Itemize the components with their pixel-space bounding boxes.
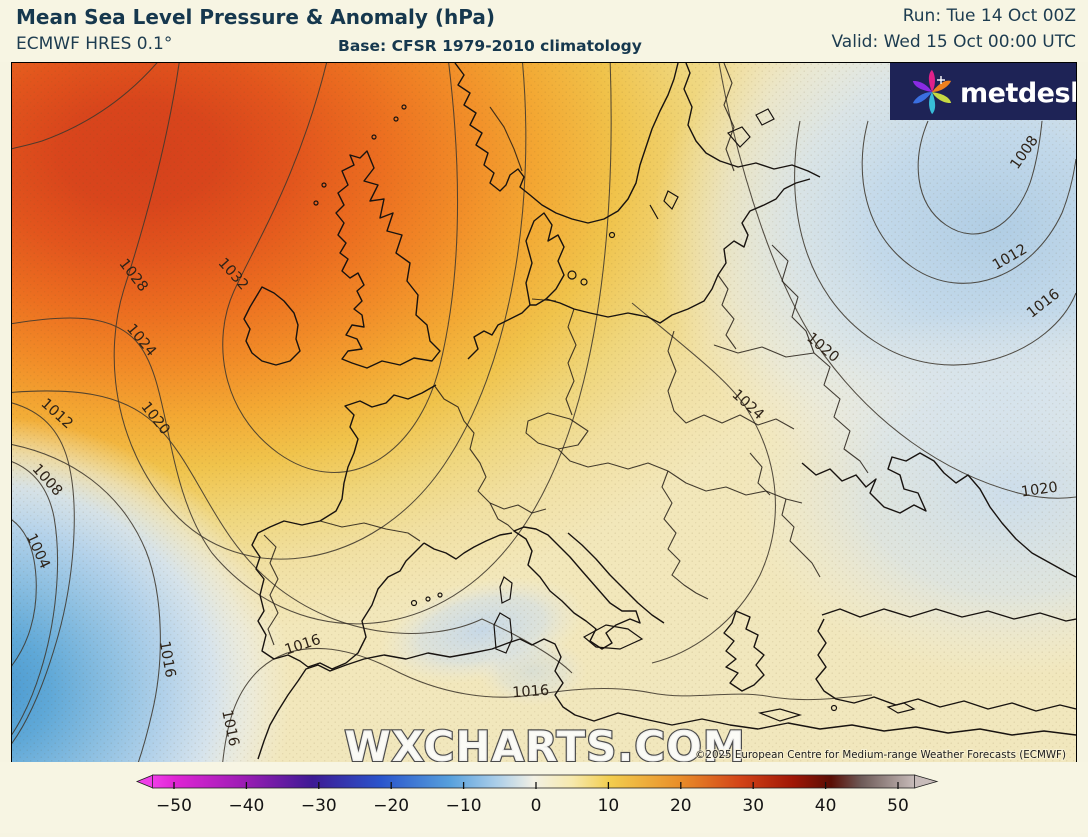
colorbar-left-arrow	[135, 774, 154, 789]
colorbar-tick-labels: −50 −40 −30 −20 −10 0 10 20 30 40 50	[156, 796, 909, 816]
run-time-label: Run: Tue 14 Oct 00Z	[902, 6, 1076, 26]
colorbar-svg: −50 −40 −30 −20 −10 0 10 20 30 40 50	[135, 774, 939, 816]
tick-label: 50	[887, 796, 909, 816]
tick-label: −10	[446, 796, 482, 816]
tick-label: 10	[598, 796, 620, 816]
tick-label: −40	[228, 796, 264, 816]
tick-label: 40	[815, 796, 837, 816]
sparkle-icon	[937, 76, 945, 84]
colorbar-right-arrow	[914, 774, 939, 789]
country-borders	[263, 62, 869, 646]
metdesk-pinwheel-icon	[912, 69, 952, 115]
coastlines	[243, 62, 1077, 760]
model-label: ECMWF HRES 0.1°	[16, 34, 173, 54]
tick-label: 0	[531, 796, 542, 816]
tick-label: −50	[156, 796, 192, 816]
colorbar-legend: −50 −40 −30 −20 −10 0 10 20 30 40 50	[0, 762, 1088, 833]
islands	[313, 104, 916, 722]
wxcharts-watermark: WXCHARTS.COM	[344, 722, 745, 763]
colorbar-gradient	[152, 774, 916, 789]
tick-label: −30	[301, 796, 337, 816]
isobar-contours	[3, 56, 1077, 770]
climatology-label: Base: CFSR 1979-2010 climatology	[338, 37, 642, 55]
page-title: Mean Sea Level Pressure & Anomaly (hPa)	[16, 5, 496, 29]
tick-label: 30	[742, 796, 764, 816]
metdesk-logo: metdesk	[890, 63, 1088, 120]
tick-label: −20	[373, 796, 409, 816]
isobar-label: 1016	[156, 640, 178, 679]
valid-time-label: Valid: Wed 15 Oct 00:00 UTC	[831, 32, 1077, 52]
isobar-label: 1016	[218, 708, 241, 747]
header-bar: Mean Sea Level Pressure & Anomaly (hPa) …	[0, 0, 1088, 62]
metdesk-logo-text: metdesk	[960, 78, 1076, 109]
colorbar-ticks	[173, 782, 899, 789]
copyright-text: ©2025 European Centre for Medium-range W…	[695, 749, 1066, 761]
isobar-label: 1020	[1020, 480, 1059, 501]
metdesk-logo-background	[890, 63, 1076, 120]
tick-label: 20	[670, 796, 692, 816]
isobar-label: 1016	[512, 683, 550, 702]
